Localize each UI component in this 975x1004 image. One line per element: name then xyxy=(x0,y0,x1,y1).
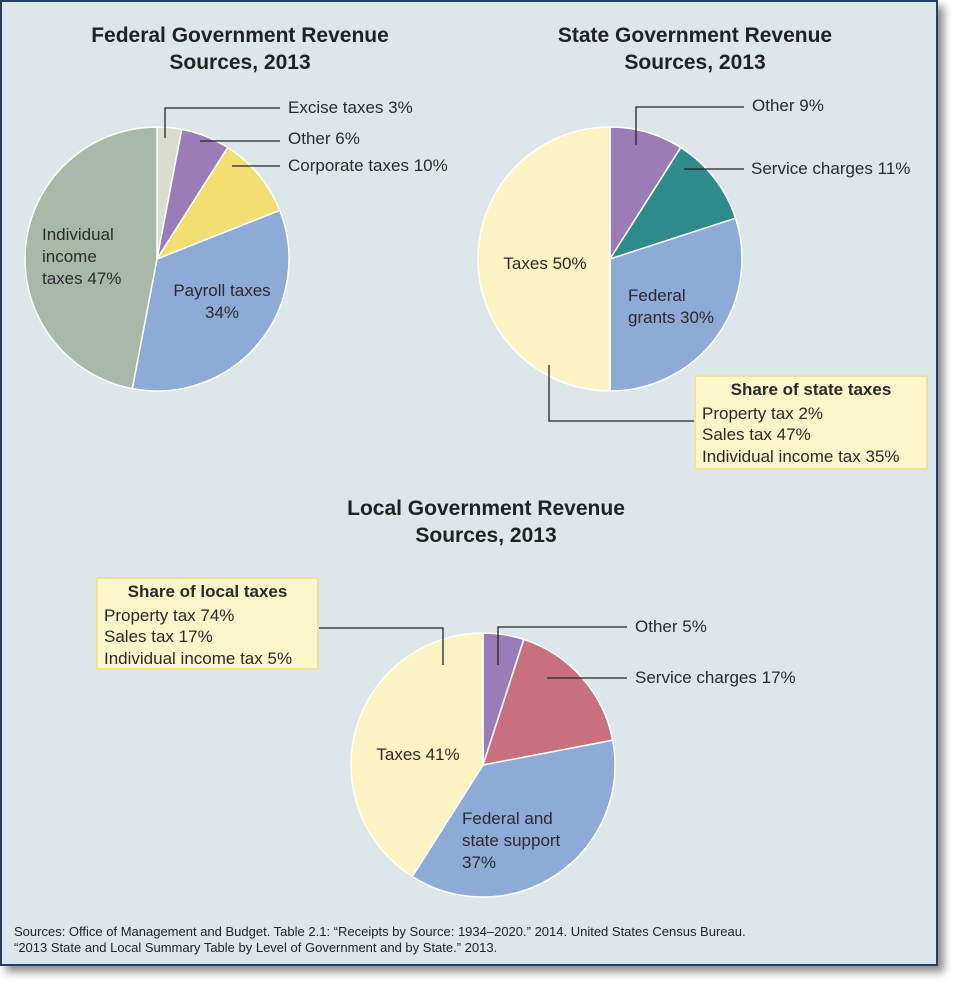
inset-row: Individual income tax 35% xyxy=(702,446,920,468)
value-label: 37% xyxy=(462,853,497,872)
slice-label: Other 6% xyxy=(288,128,360,150)
pie-slice xyxy=(350,632,484,878)
inset-row: Sales tax 17% xyxy=(104,626,311,648)
inset-value: 35% xyxy=(865,446,900,466)
value-label: 34% xyxy=(204,303,240,322)
leader-line xyxy=(635,106,744,145)
leader-line xyxy=(497,626,627,665)
chart-title: State Government Revenue Sources, 2013 xyxy=(557,24,833,74)
inset-title: Share of local taxes xyxy=(127,582,288,601)
source-line: “2013 State and Local Summary Table by L… xyxy=(14,940,498,955)
slice-label: Payroll taxes 34% xyxy=(162,280,282,324)
inset-value: 47% xyxy=(776,425,811,444)
inset-category: Sales tax xyxy=(702,425,772,444)
slice-label: Federal grants 30% xyxy=(628,285,728,329)
value-label: 6% xyxy=(335,129,360,148)
inset-row: Property tax 2% xyxy=(702,403,920,425)
category-label: Service charges xyxy=(751,159,873,178)
value-label: 3% xyxy=(388,98,413,117)
chart-title: Federal Government Revenue Sources, 2013 xyxy=(91,24,389,74)
category-label: Other xyxy=(752,96,795,115)
value-label: 50% xyxy=(552,254,587,273)
category-label: Taxes xyxy=(376,745,421,764)
inset-row: Sales tax 47% xyxy=(702,424,920,446)
slice-label: Taxes 41% xyxy=(358,744,478,766)
category-label: Federal grants xyxy=(628,286,686,327)
source-line: Sources: Office of Management and Budget… xyxy=(14,924,746,939)
inset-value: 74% xyxy=(200,605,235,625)
inset-category: Sales tax xyxy=(104,627,174,646)
category-label: Other xyxy=(635,617,678,636)
inset-value: 5% xyxy=(267,648,293,668)
inset-value: 2% xyxy=(798,403,823,423)
category-label: Service charges xyxy=(635,668,757,687)
slice-label: Individual income taxes 47% xyxy=(42,224,130,290)
chart-title: Local Government Revenue Sources, 2013 xyxy=(347,497,625,547)
slice-label: Excise taxes 3% xyxy=(288,97,413,119)
leader-line xyxy=(548,365,694,422)
value-label: 9% xyxy=(799,96,824,115)
pie-slice xyxy=(24,126,158,390)
category-label: Federal and state support xyxy=(462,809,561,850)
category-label: Payroll taxes xyxy=(173,281,271,300)
slice-label: Federal and state support 37% xyxy=(462,808,580,874)
slice-label: Other 9% xyxy=(752,95,824,117)
value-label: 10% xyxy=(413,156,448,175)
slice-label: Corporate taxes 10% xyxy=(288,155,448,177)
inset-category: Property tax xyxy=(104,605,196,625)
leader-line xyxy=(164,107,280,138)
inset-category: Property tax xyxy=(702,403,794,423)
value-label: 17% xyxy=(761,668,796,687)
pie-slice xyxy=(609,217,743,392)
inset-category: Individual income tax xyxy=(702,446,861,466)
value-label: 11% xyxy=(877,159,911,178)
pie-slice xyxy=(411,739,616,898)
inset-row: Property tax 74% xyxy=(104,605,311,627)
inset-title: Share of state taxes xyxy=(730,380,892,399)
category-label: Other xyxy=(288,129,331,148)
value-label: 5% xyxy=(682,617,707,636)
slice-label: Taxes 50% xyxy=(485,253,605,275)
pie-slice xyxy=(608,146,737,261)
pie-slice xyxy=(131,209,290,392)
value-label: 47% xyxy=(87,269,122,288)
value-label: 30% xyxy=(679,308,715,327)
slice-label: Other 5% xyxy=(635,616,707,638)
inset-category: Individual income tax xyxy=(104,648,263,668)
source-note: Sources: Office of Management and Budget… xyxy=(14,924,746,956)
inset-row: Individual income tax 5% xyxy=(104,648,311,670)
value-label: 41% xyxy=(425,745,460,764)
inset-box: Share of state taxes Property tax 2% Sales… xyxy=(694,375,928,470)
pie-slice xyxy=(155,146,281,261)
leader-line xyxy=(319,627,444,665)
pie-slice xyxy=(477,126,611,392)
inset-box: Share of local taxes Property tax 74% Sale… xyxy=(96,577,319,670)
slice-label: Service charges 11% xyxy=(751,158,910,180)
category-label: Individual income taxes xyxy=(42,225,114,288)
slice-label: Service charges 17% xyxy=(635,667,796,689)
category-label: Excise taxes xyxy=(288,98,384,117)
category-label: Taxes xyxy=(503,254,548,273)
inset-value: 17% xyxy=(178,627,213,646)
category-label: Corporate taxes xyxy=(288,156,409,175)
